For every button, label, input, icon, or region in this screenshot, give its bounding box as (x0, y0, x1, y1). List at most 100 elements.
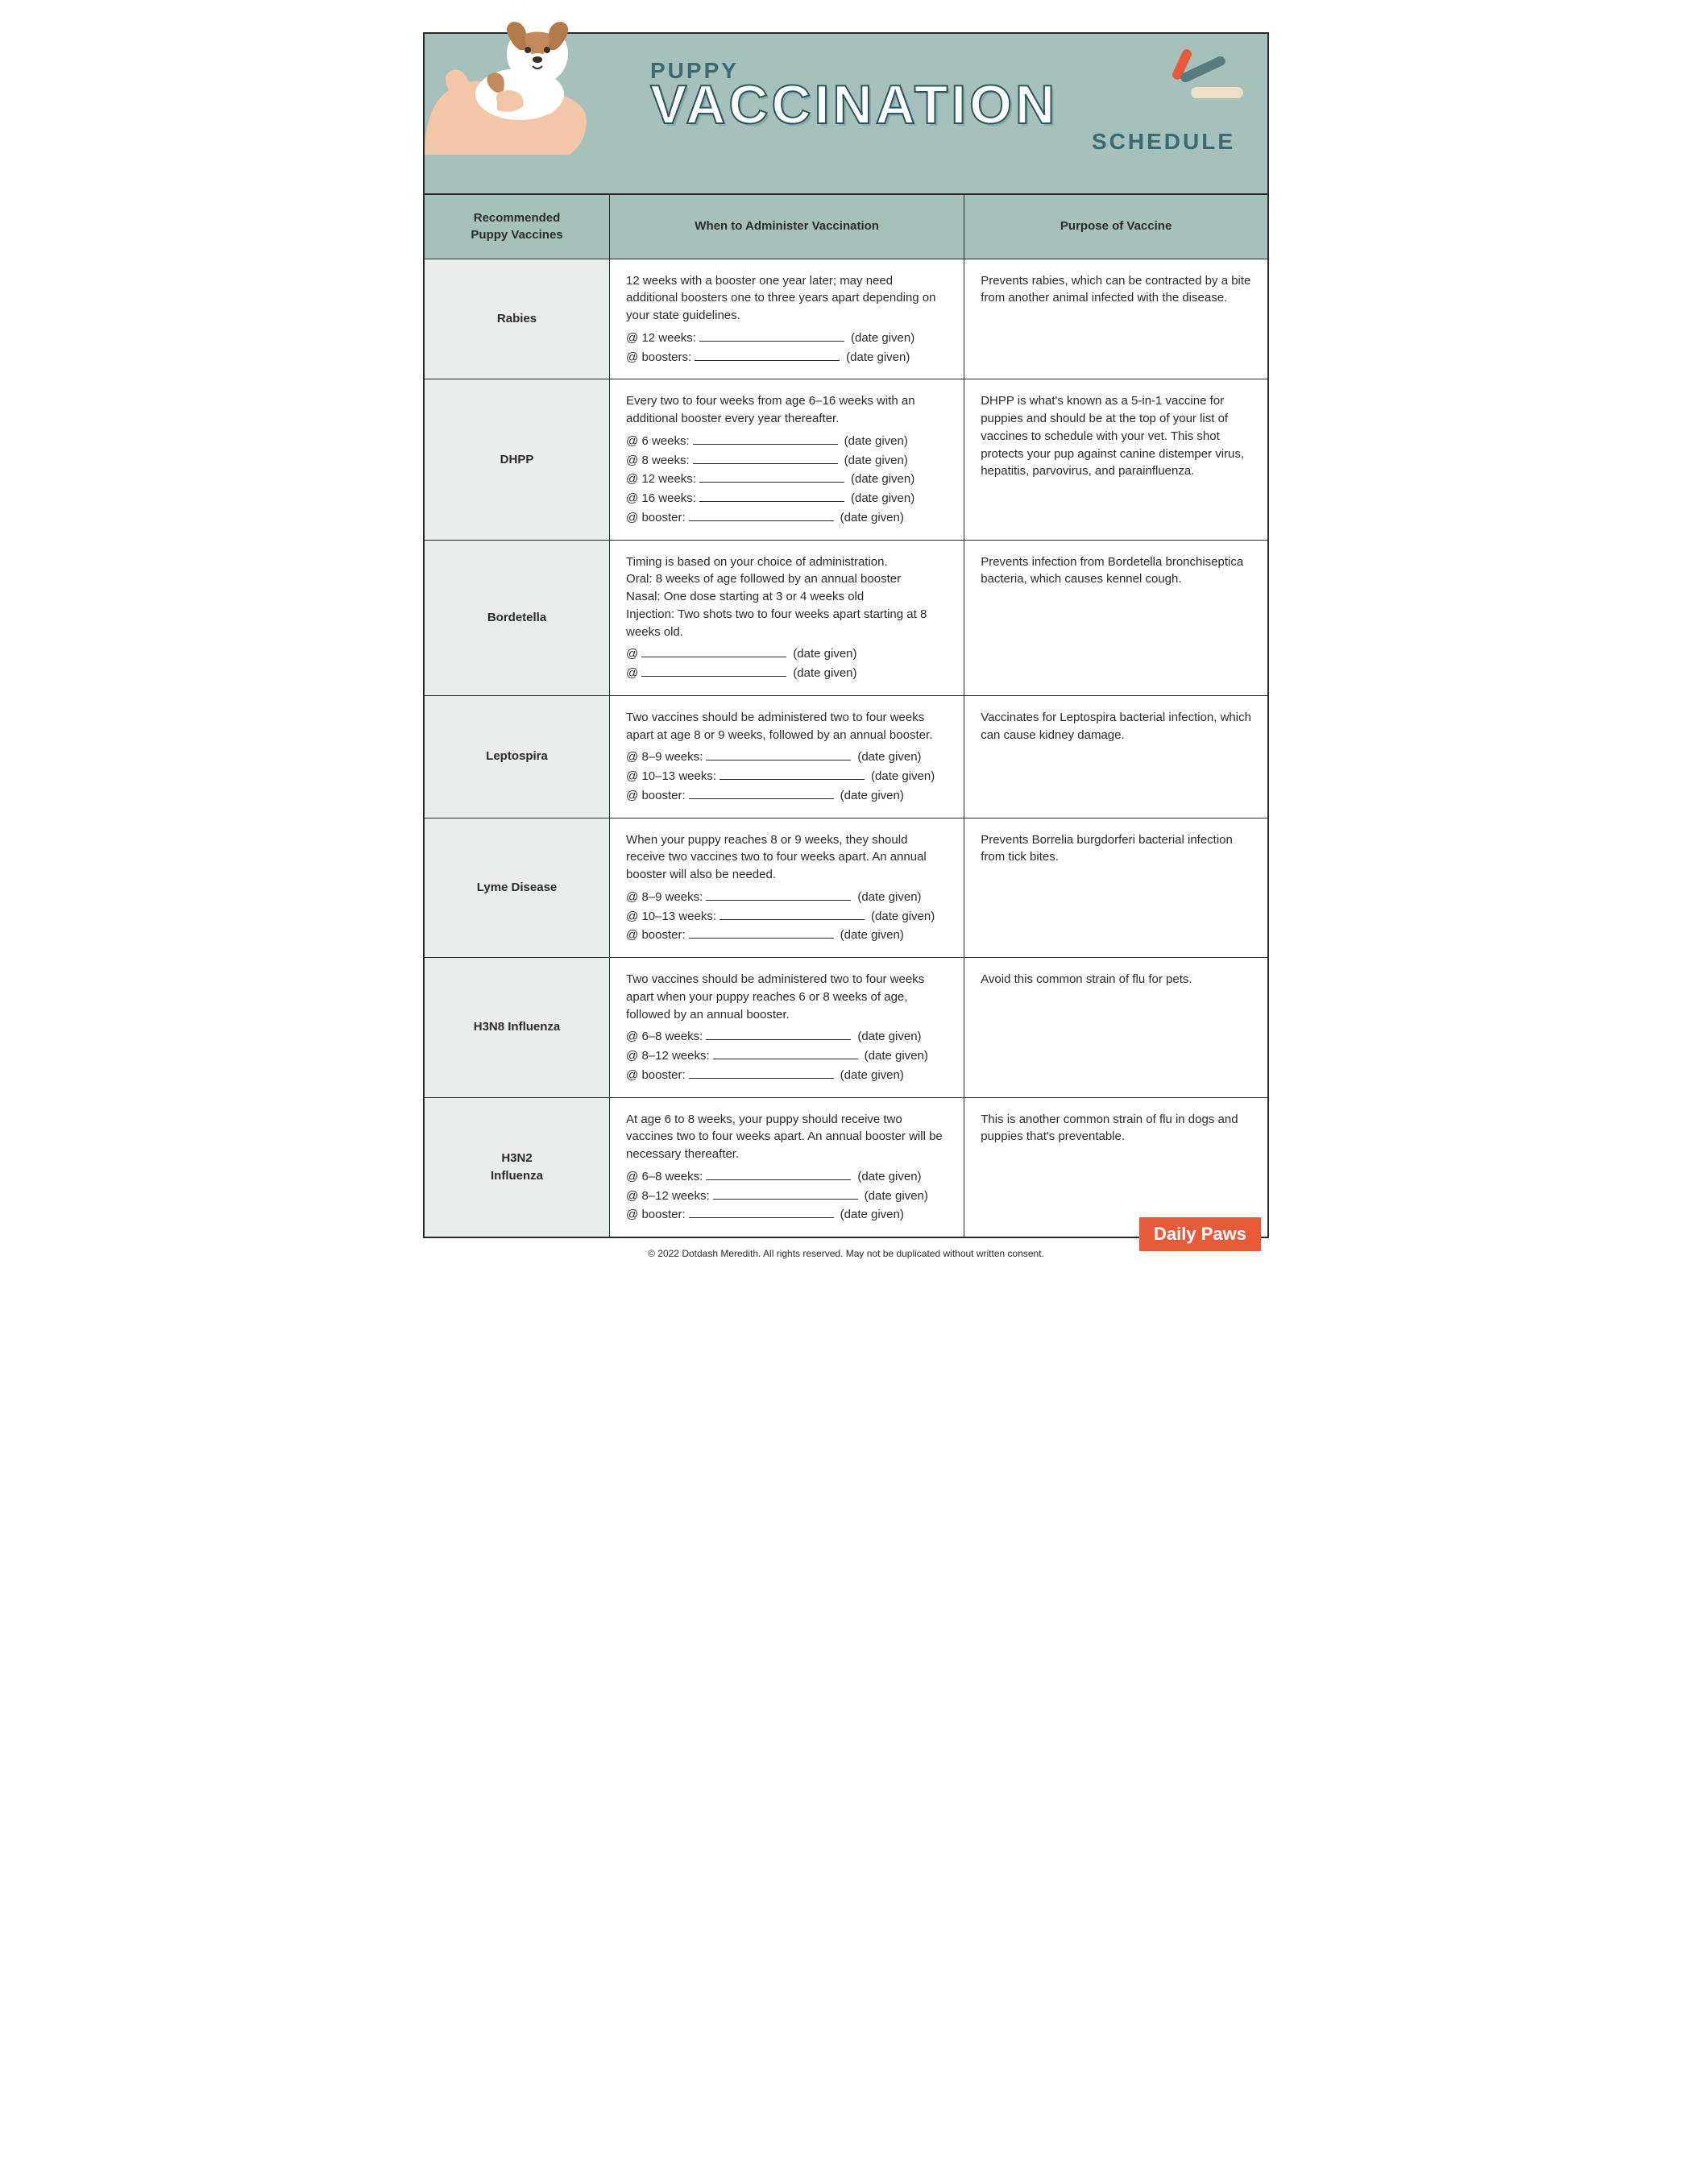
date-blank-line[interactable] (720, 908, 865, 920)
table-row: Lyme Disease When your puppy reaches 8 or… (424, 818, 1268, 958)
date-entry-line: @ 6–8 weeks:(date given) (626, 1168, 948, 1186)
date-blank-line[interactable] (689, 787, 834, 799)
title-line-2: VACCINATION (650, 77, 1243, 132)
date-label: @ 10–13 weeks: (626, 768, 716, 785)
when-description: Two vaccines should be administered two … (626, 971, 948, 1023)
date-entry-line: @ booster: (date given) (626, 509, 948, 527)
date-blank-line[interactable] (689, 926, 834, 939)
purpose-cell: This is another common strain of flu in … (964, 1097, 1268, 1237)
date-label: @ booster: (626, 509, 686, 527)
date-blank-line[interactable] (713, 1187, 858, 1200)
table-row: Rabies 12 weeks with a booster one year l… (424, 259, 1268, 379)
vaccine-name-cell: Bordetella (424, 540, 610, 695)
purpose-cell: DHPP is what's known as a 5-in-1 vaccine… (964, 379, 1268, 540)
date-label: @ 12 weeks: (626, 329, 696, 347)
footer: Daily Paws © 2022 Dotdash Meredith. All … (423, 1241, 1269, 1266)
date-entry-line: @ 6 weeks: (date given) (626, 433, 948, 450)
date-entry-line: @ 16 weeks:(date given) (626, 490, 948, 508)
date-blank-line[interactable] (641, 645, 786, 657)
date-label: @ booster: (626, 1067, 686, 1084)
date-label: @ boosters: (626, 349, 691, 367)
when-description: When your puppy reaches 8 or 9 weeks, th… (626, 831, 948, 884)
date-blank-line[interactable] (706, 1168, 851, 1180)
date-entry-line: @ 8–9 weeks:(date given) (626, 889, 948, 906)
date-given-suffix: (date given) (868, 768, 935, 785)
when-description: Every two to four weeks from age 6–16 we… (626, 392, 948, 428)
date-entry-line: @ booster:(date given) (626, 926, 948, 944)
vaccination-table: RecommendedPuppy Vaccines When to Admini… (423, 193, 1269, 1238)
col-header-when: When to Administer Vaccination (610, 194, 964, 259)
date-given-suffix: (date given) (854, 889, 921, 906)
date-blank-line[interactable] (713, 1047, 858, 1059)
title-block: PUPPY VACCINATION SCHEDULE (650, 58, 1243, 155)
date-given-suffix: (date given) (848, 329, 914, 347)
when-cell: Every two to four weeks from age 6–16 we… (610, 379, 964, 540)
date-label: @ 8–12 weeks: (626, 1187, 710, 1205)
table-header-row: RecommendedPuppy Vaccines When to Admini… (424, 194, 1268, 259)
date-blank-line[interactable] (689, 509, 834, 521)
date-blank-line[interactable] (695, 349, 840, 361)
vaccine-name-cell: Lyme Disease (424, 818, 610, 958)
date-given-suffix: (date given) (861, 1047, 928, 1065)
date-blank-line[interactable] (706, 1028, 851, 1040)
date-entry-line: @ 10–13 weeks: (date given) (626, 768, 948, 785)
date-entry-line: @(date given) (626, 665, 948, 682)
when-cell: Timing is based on your choice of admini… (610, 540, 964, 695)
vaccine-name-cell: Rabies (424, 259, 610, 379)
vaccine-name-cell: H3N8 Influenza (424, 958, 610, 1098)
date-given-suffix: (date given) (837, 787, 904, 805)
date-entry-line: @(date given) (626, 645, 948, 663)
date-given-suffix: (date given) (868, 908, 935, 926)
date-blank-line[interactable] (706, 748, 851, 760)
date-entry-line: @ 8–9 weeks:(date given) (626, 748, 948, 766)
when-description: At age 6 to 8 weeks, your puppy should r… (626, 1111, 948, 1163)
date-blank-line[interactable] (689, 1206, 834, 1218)
table-row: H3N8 Influenza Two vaccines should be adm… (424, 958, 1268, 1098)
date-label: @ 12 weeks: (626, 470, 696, 488)
date-blank-line[interactable] (693, 452, 838, 464)
col-header-purpose: Purpose of Vaccine (964, 194, 1268, 259)
date-label: @ 8–9 weeks: (626, 748, 703, 766)
date-entry-line: @ 12 weeks: (date given) (626, 329, 948, 347)
when-description: Two vaccines should be administered two … (626, 709, 948, 744)
table-row: DHPPEvery two to four weeks from age 6–1… (424, 379, 1268, 540)
date-blank-line[interactable] (699, 329, 844, 342)
page-container: PUPPY VACCINATION SCHEDULE RecommendedPu… (423, 32, 1269, 1266)
date-entry-line: @ boosters: (date given) (626, 349, 948, 367)
purpose-cell: Prevents rabies, which can be contracted… (964, 259, 1268, 379)
date-blank-line[interactable] (689, 1067, 834, 1079)
when-cell: 12 weeks with a booster one year later; … (610, 259, 964, 379)
date-given-suffix: (date given) (841, 433, 908, 450)
date-given-suffix: (date given) (861, 1187, 928, 1205)
date-blank-line[interactable] (641, 665, 786, 677)
date-label: @ 8–12 weeks: (626, 1047, 710, 1065)
date-given-suffix: (date given) (837, 509, 904, 527)
date-entry-line: @ booster:(date given) (626, 1206, 948, 1224)
date-given-suffix: (date given) (854, 1028, 921, 1046)
date-entry-line: @ 8 weeks: (date given) (626, 452, 948, 470)
when-cell: Two vaccines should be administered two … (610, 695, 964, 818)
date-given-suffix: (date given) (854, 1168, 921, 1186)
date-label: @ (626, 665, 638, 682)
date-blank-line[interactable] (693, 433, 838, 445)
date-given-suffix: (date given) (837, 926, 904, 944)
col-header-vaccines: RecommendedPuppy Vaccines (424, 194, 610, 259)
date-label: @ 6 weeks: (626, 433, 690, 450)
date-given-suffix: (date given) (841, 452, 908, 470)
date-blank-line[interactable] (699, 470, 844, 483)
table-row: BordetellaTiming is based on your choice… (424, 540, 1268, 695)
purpose-cell: Avoid this common strain of flu for pets… (964, 958, 1268, 1098)
date-entry-line: @ 6–8 weeks:(date given) (626, 1028, 948, 1046)
date-entry-line: @ 10–13 weeks:(date given) (626, 908, 948, 926)
date-blank-line[interactable] (699, 490, 844, 502)
vaccine-name-cell: H3N2Influenza (424, 1097, 610, 1237)
date-blank-line[interactable] (706, 889, 851, 901)
date-given-suffix: (date given) (843, 349, 910, 367)
date-label: @ 8 weeks: (626, 452, 690, 470)
date-blank-line[interactable] (720, 768, 865, 780)
when-cell: At age 6 to 8 weeks, your puppy should r… (610, 1097, 964, 1237)
when-description: Timing is based on your choice of admini… (626, 553, 948, 641)
when-description: 12 weeks with a booster one year later; … (626, 272, 948, 325)
header-banner: PUPPY VACCINATION SCHEDULE (423, 32, 1269, 193)
date-label: @ booster: (626, 787, 686, 805)
